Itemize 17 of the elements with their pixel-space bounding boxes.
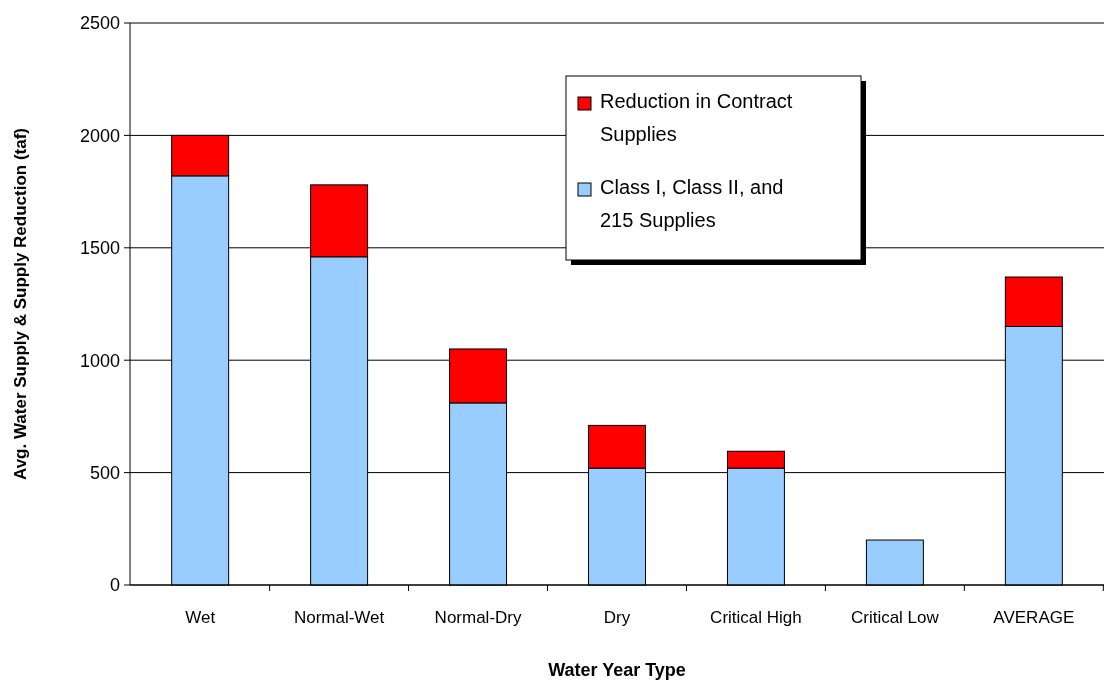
x-tick-label: AVERAGE <box>993 608 1075 627</box>
legend-label: Reduction in Contract Supplies <box>600 90 793 145</box>
x-tick-label: Normal-Wet <box>293 608 385 627</box>
y-tick-label: 2500 <box>79 13 120 34</box>
x-tick-label: Critical Low <box>850 608 940 627</box>
y-axis-title: Avg. Water Supply & Supply Reduction (taf) <box>11 128 30 480</box>
x-tick-label: Critical High <box>710 608 802 627</box>
y-tick-label: 0 <box>109 575 120 596</box>
y-tick-label: 1500 <box>79 238 120 259</box>
x-axis-title: Water Year Type <box>548 660 686 680</box>
legend-label: Class I, Class II, and 215 Supplies <box>600 176 784 231</box>
x-tick-label: Dry <box>603 608 631 627</box>
y-tick-label: 2000 <box>79 125 120 146</box>
x-tick-label: Normal-Dry <box>434 608 522 627</box>
y-tick-label: 500 <box>89 462 120 483</box>
x-tick-label: Wet <box>185 608 216 627</box>
y-tick-label: 1000 <box>79 350 120 371</box>
